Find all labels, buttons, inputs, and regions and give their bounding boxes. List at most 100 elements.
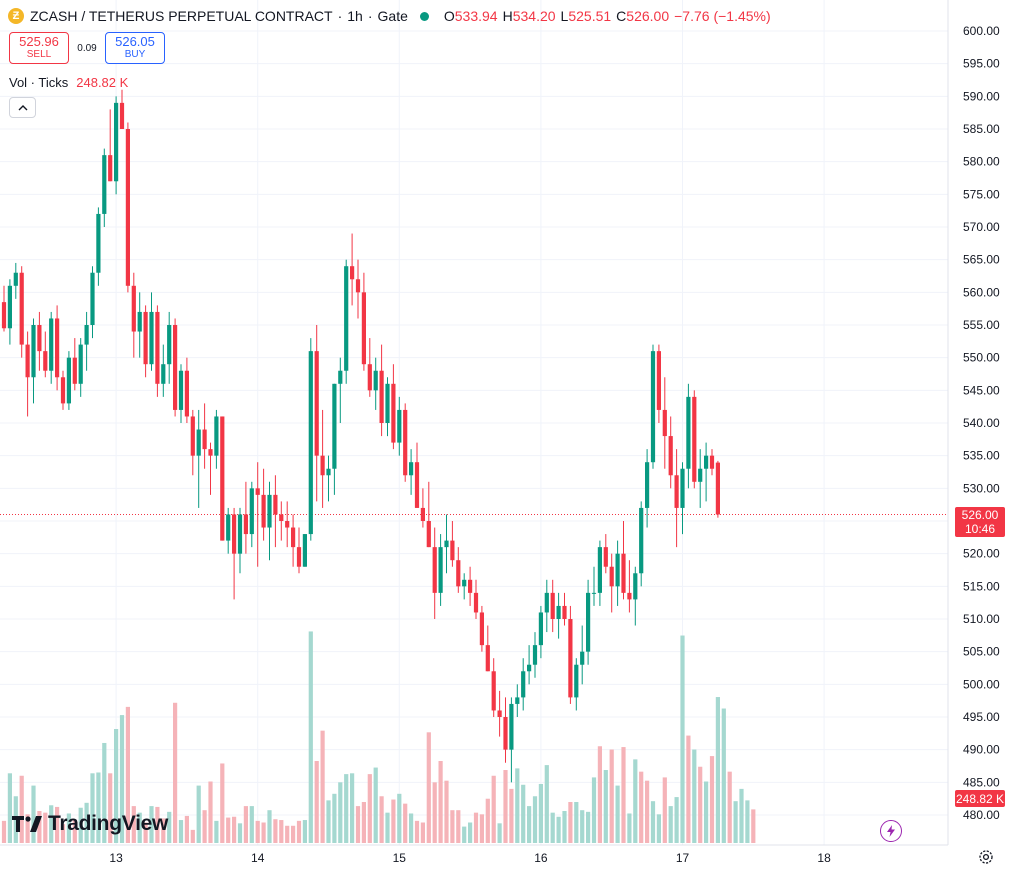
volume-bar (167, 811, 172, 843)
y-tick-label: 500.00 (963, 677, 1000, 691)
candle-body (37, 325, 42, 352)
volume-bar (102, 742, 107, 843)
volume-bar (745, 800, 750, 843)
x-tick-label: 15 (393, 851, 407, 865)
candle-body (603, 547, 608, 567)
volume-bar (78, 807, 83, 843)
volume-bar (96, 772, 101, 843)
candle-body (420, 507, 425, 521)
volume-bar (538, 783, 543, 843)
sell-label: SELL (26, 49, 52, 60)
symbol-legend: Ƶ ZCASH / TETHERUS PERPETUAL CONTRACT · … (8, 6, 771, 26)
volume-bar (385, 812, 390, 843)
volume-bar (60, 824, 66, 843)
candle-body (13, 272, 18, 286)
volume-bar (308, 631, 313, 843)
close-key: C (616, 8, 627, 24)
y-tick-label: 550.00 (963, 351, 1000, 365)
current-volume-tag: 248.82 K (955, 790, 1005, 807)
y-tick-label: 485.00 (963, 775, 1000, 789)
candle-body (479, 612, 484, 646)
open-key: O (443, 8, 455, 24)
candle-body (243, 514, 248, 535)
y-tick-label: 580.00 (963, 155, 1000, 169)
candle-body (102, 155, 107, 214)
buy-price: 526.05 (115, 34, 155, 49)
candle-body (255, 488, 260, 495)
candle-body (426, 521, 431, 548)
tradingview-logo[interactable]: TradingView (12, 812, 168, 836)
candle-body (78, 344, 83, 384)
interval-label[interactable]: 1h (347, 8, 363, 24)
volume-bar (527, 806, 532, 843)
volume-bar (202, 810, 207, 843)
candle-body (155, 311, 160, 384)
settings-gear-icon[interactable] (977, 848, 995, 866)
candle-body (49, 318, 54, 371)
volume-bar (155, 806, 160, 843)
volume-bar (686, 735, 691, 843)
volume-bar (273, 819, 278, 843)
candle-body (591, 592, 597, 594)
volume-bar (509, 788, 514, 843)
candle-body (656, 351, 661, 410)
volume-bar (633, 759, 638, 843)
candle-body (119, 102, 125, 129)
volume-bar (291, 825, 296, 843)
volume-value: 248.82 K (76, 75, 129, 90)
volume-bar (409, 813, 414, 843)
candle-body (190, 416, 195, 456)
volume-bar (609, 749, 614, 843)
candle-body (279, 514, 284, 521)
candle-body (131, 285, 136, 332)
candle-body (66, 357, 71, 404)
candle-body (621, 553, 626, 593)
volume-bar (267, 810, 272, 843)
candle-body (432, 547, 437, 593)
volume-bar (31, 785, 36, 843)
volume-bar (196, 785, 201, 843)
volume-bar (25, 814, 30, 843)
candle-body (350, 266, 355, 280)
volume-bar (243, 806, 248, 843)
candle-body (574, 664, 579, 698)
candle-body (639, 507, 644, 574)
alert-bolt-button[interactable] (880, 820, 902, 842)
candle-body (633, 573, 638, 600)
candle-body (355, 279, 361, 293)
y-tick-label: 510.00 (963, 612, 1000, 626)
volume-bar (108, 773, 113, 843)
volume-bar (19, 775, 24, 843)
sell-button[interactable]: 525.96 SELL (9, 32, 69, 64)
candle-body (261, 494, 266, 528)
volume-bar (692, 749, 697, 843)
y-tick-label: 530.00 (963, 481, 1000, 495)
candle-body (597, 547, 602, 593)
candle-body (332, 383, 337, 469)
volume-bar (491, 775, 496, 843)
volume-bar (143, 822, 148, 843)
candle-body (202, 429, 207, 450)
volume-bar (302, 820, 307, 843)
exchange-label[interactable]: Gate (377, 8, 408, 24)
buy-button[interactable]: 526.05 BUY (105, 32, 165, 64)
candle-body (379, 370, 384, 423)
y-tick-label: 520.00 (963, 547, 1000, 561)
volume-bar (350, 773, 355, 843)
tradingview-logo-text: TradingView (48, 812, 169, 835)
candle-body (409, 462, 414, 476)
volume-bar (645, 780, 650, 843)
volume-label[interactable]: Vol · Ticks (9, 75, 69, 90)
candle-body (161, 364, 166, 384)
volume-bar (680, 635, 685, 843)
candle-body (296, 547, 302, 567)
collapse-legend-button[interactable] (9, 97, 36, 118)
symbol-title[interactable]: ZCASH / TETHERUS PERPETUAL CONTRACT (30, 8, 333, 24)
candle-body (285, 521, 290, 528)
volume-bar (1, 820, 7, 843)
y-tick-label: 515.00 (963, 579, 1000, 593)
volume-bar (615, 785, 620, 843)
volume-bar (473, 812, 479, 843)
volume-bar (715, 697, 720, 843)
